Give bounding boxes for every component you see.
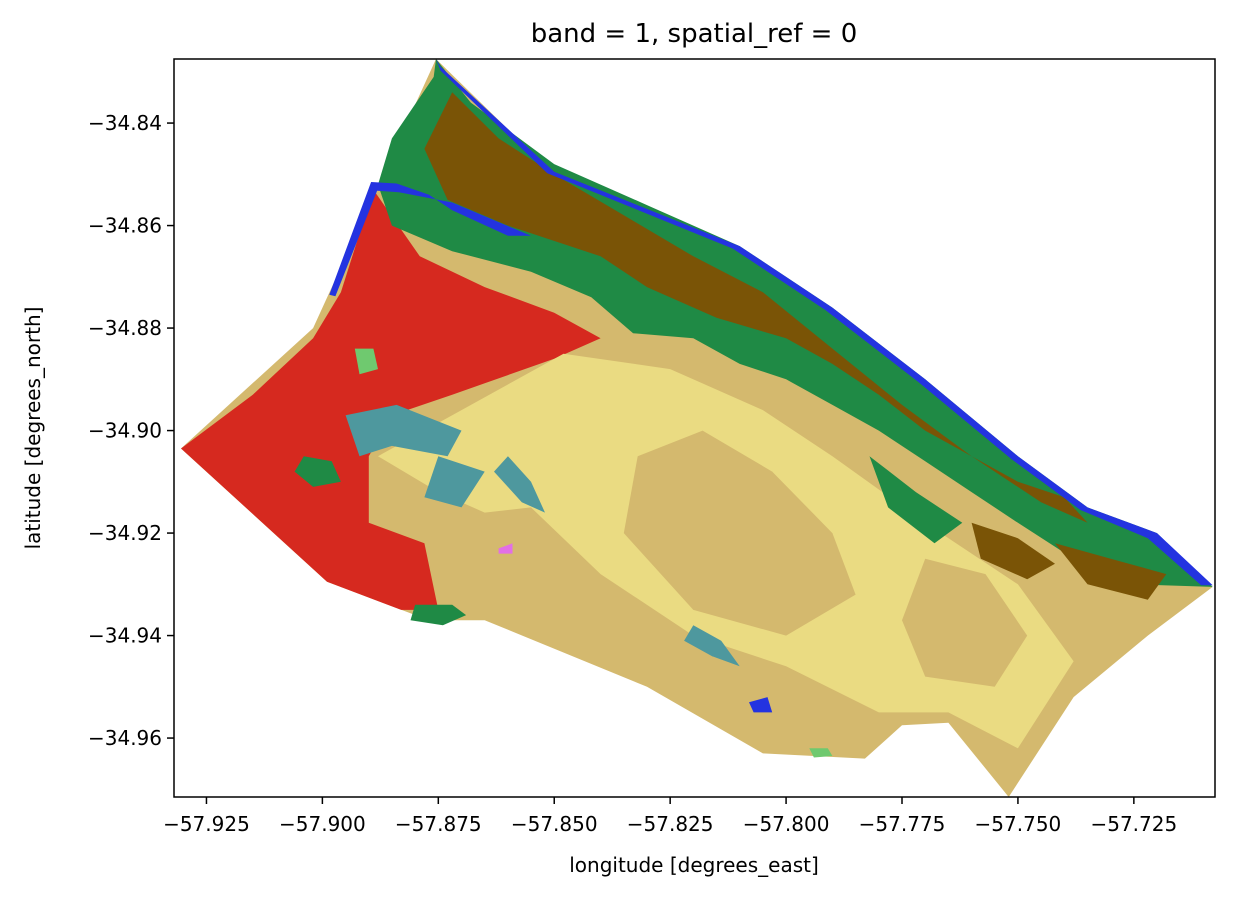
x-tick-label: −57.775 (859, 812, 946, 836)
x-axis-label: longitude [degrees_east] (569, 853, 819, 877)
region-trees-green-17 (410, 604, 467, 626)
region-flooded-teal-14 (494, 456, 545, 513)
x-tick-label: −57.850 (511, 812, 598, 836)
region-water-blue-11 (436, 59, 1213, 586)
region-built-red-1 (181, 189, 601, 610)
region-flooded-teal-12 (345, 404, 462, 457)
chart-title: band = 1, spatial_ref = 0 (531, 19, 858, 49)
x-tick-label: −57.925 (163, 812, 250, 836)
region-flooded-teal-13 (424, 456, 485, 508)
x-tick-label: −57.825 (627, 812, 714, 836)
y-tick-label: −34.88 (88, 316, 162, 340)
region-bare-tan-3 (623, 430, 856, 636)
region-bare-tan-4 (902, 558, 1028, 687)
x-tick-label: −57.900 (279, 812, 366, 836)
region-grass-lightgreen-19 (809, 748, 833, 758)
plot-area (173, 58, 1216, 798)
region-grass-lightgreen-18 (354, 348, 378, 375)
region-water-blue-20 (749, 697, 773, 713)
region-trees-green-16 (294, 456, 341, 487)
axes-frame (173, 58, 1216, 798)
x-tick-label: −57.800 (743, 812, 830, 836)
y-tick-label: −34.96 (88, 726, 162, 750)
y-tick-label: −34.94 (88, 624, 162, 648)
region-shrub-brown-8 (971, 522, 1055, 580)
x-tick-label: −57.725 (1090, 812, 1177, 836)
y-tick-label: −34.84 (88, 111, 162, 135)
region-snow-violet-21 (498, 543, 513, 554)
y-tick-label: −34.92 (88, 521, 162, 545)
region-flooded-teal-15 (684, 625, 740, 667)
x-tick-label: −57.750 (975, 812, 1062, 836)
land-cover-raster (181, 59, 1213, 797)
region-trees-green-9 (869, 456, 963, 544)
region-shrub-brown-6 (424, 92, 1088, 523)
y-tick-label: −34.86 (88, 214, 162, 238)
y-axis-label: latitude [degrees_north] (21, 307, 45, 550)
x-tick-label: −57.875 (395, 812, 482, 836)
y-axis: −34.84 −34.86 −34.88 −34.90 −34.92 −34.94 −34.… (88, 111, 174, 750)
y-tick-label: −34.90 (88, 419, 162, 443)
x-axis: −57.925 −57.900 −57.875 −57.850 −57.825 −57.8… (163, 797, 1177, 836)
region-shrub-brown-7 (1055, 543, 1167, 600)
